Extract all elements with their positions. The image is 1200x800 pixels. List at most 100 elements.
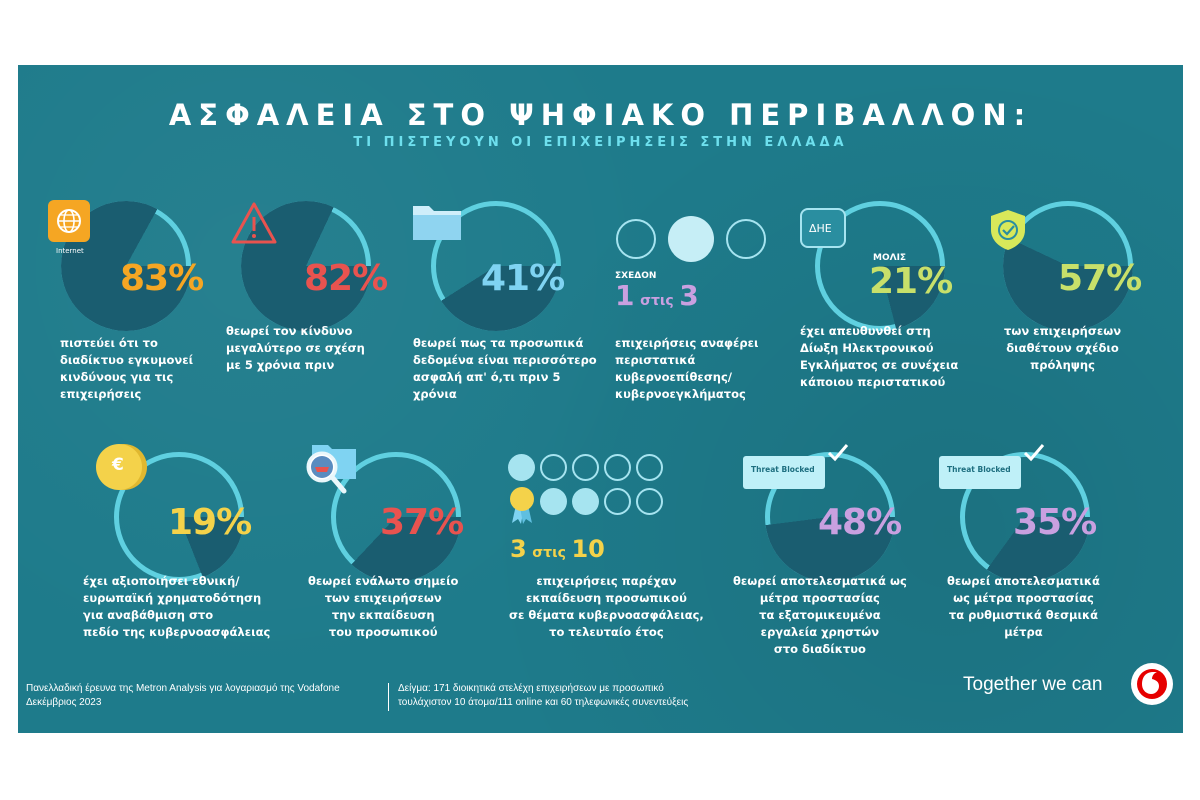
footer-sample-line: τουλάχιστον 10 άτομα/111 online και 60 τ… [398,697,689,708]
stat-caption: θεωρεί αποτελεσματικά ως μέτρα προστασίας… [733,573,907,658]
person-circle [572,454,599,481]
stat-percentage: 41% [481,258,565,299]
icon-label: Threat Blocked [947,465,1011,474]
caption-line: Εγκλήματος σε συνέχεια [800,358,959,372]
stat-caption: θεωρεί αποτελεσματικά ως μέτρα προστασίας… [947,573,1100,641]
check-icon [826,442,850,464]
caption-line: των επιχειρήσεων [324,591,442,605]
footer-source-line: Πανελλαδική έρευνα της Metron Analysis γ… [26,683,340,694]
caption-line: ως μέτρα προστασίας [953,591,1094,605]
people-grid [508,454,678,515]
caption-line: με 5 χρόνια πριν [226,358,335,372]
caption-line: τα εξατομικευμένα [759,608,881,622]
caption-line: των επιχειρήσεων [1004,324,1122,338]
caption-line: περιστατικά [615,353,696,367]
caption-line: διαθέτουν σχέδιο [1006,341,1119,355]
caption-line: θεωρεί αποτελεσματικά [947,574,1100,588]
person-circle [636,488,663,515]
threat-blocked-icon [743,456,825,489]
stat-percentage: 35% [1013,502,1097,543]
stat-prefix: ΜΟΛΙΣ [873,253,907,263]
ratio-word: στις [640,293,674,309]
stat-percentage: 48% [818,502,902,543]
person-circle [726,219,766,259]
threat-blocked-icon [939,456,1021,489]
caption-line: μέτρα προστασίας [759,591,880,605]
folder-icon [409,198,465,244]
warning-icon [229,200,279,246]
caption-line: διαδίκτυο εγκυμονεί [60,353,194,367]
person-circle [572,488,599,515]
stat-caption: επιχειρήσεις αναφέρει περιστατικά κυβερνοε… [615,335,759,403]
person-circle [636,454,663,481]
person-circle [604,488,631,515]
icon-label: € [112,455,124,475]
caption-line: κυβερνοεπίθεσης/ [615,370,732,384]
stat-percentage: 37% [380,502,464,543]
stat-caption: πιστεύει ότι το διαδίκτυο εγκυμονεί κινδύν… [60,335,193,403]
ratio-number: 3 [510,535,527,563]
person-circle [508,454,535,481]
footer-source: Πανελλαδική έρευνα της Metron Analysis γ… [26,682,340,710]
caption-line: Δίωξη Ηλεκτρονικού [800,341,934,355]
vodafone-logo-icon [1130,662,1174,706]
award-ribbon-icon [508,485,536,525]
icon-label: ΔΗΕ [809,222,832,235]
caption-line: εκπαίδευση προσωπικού [525,591,687,605]
person-circle [604,454,631,481]
caption-line: δεδομένα είναι περισσότερο [413,353,597,367]
caption-line: τα ρυθμιστικά θεσμικά [948,608,1099,622]
caption-line: πεδίο της κυβερνοασφάλειας [83,625,271,639]
footer-source-line: Δεκέμβριος 2023 [26,697,102,708]
stat-caption: επιχειρήσεις παρέχαν εκπαίδευση προσωπικο… [509,573,704,641]
caption-line: για αναβάθμιση στο [83,608,214,622]
person-circle [540,454,567,481]
caption-line: στο διαδίκτυο [773,642,866,656]
page-subtitle: ΤΙ ΠΙΣΤΕΥΟΥΝ ΟΙ ΕΠΙΧΕΙΡΗΣΕΙΣ ΣΤΗΝ ΕΛΛΑΔΑ [353,135,848,150]
caption-line: κυβερνοεγκλήματος [615,387,746,401]
caption-line: επιχειρήσεις [60,387,142,401]
footer-sample-line: Δείγμα: 171 διοικητικά στελέχη επιχειρήσ… [398,683,664,694]
person-circle [540,488,567,515]
caption-line: θεωρεί πως τα προσωπικά [413,336,584,350]
caption-line: πρόληψης [1030,358,1095,372]
caption-line: σε θέματα κυβερνοασφάλειας, [509,608,704,622]
stat-caption: θεωρεί ενάλωτο σημείο των επιχειρήσεων την… [308,573,458,641]
person-circle-highlighted [668,216,714,262]
icon-label: Internet [56,247,84,255]
stat-percentage: 19% [168,502,252,543]
caption-line: μεγαλύτερο σε σχέση [226,341,365,355]
caption-line: κινδύνους για τις [60,370,174,384]
caption-line: πιστεύει ότι το [60,336,158,350]
caption-line: ασφαλή απ' ό,τι πριν 5 [413,370,561,384]
caption-line: θεωρεί ενάλωτο σημείο [308,574,459,588]
page-title: ΑΣΦΑΛΕΙΑ ΣΤΟ ΨΗΦΙΑΚΟ ΠΕΡΙΒΑΛΛΟΝ: [168,98,1033,132]
footer-sample: Δείγμα: 171 διοικητικά στελέχη επιχειρήσ… [398,682,688,710]
stat-caption: των επιχειρήσεων διαθέτουν σχέδιο πρόληψης [1004,323,1121,374]
caption-line: έχει απευθυνθεί στη [800,324,931,338]
stat-percentage: 82% [304,258,388,299]
stat-percentage: 21% [869,261,953,302]
ratio-word: στις [532,545,566,561]
stat-prefix: ΣΧΕΔΟΝ [615,271,657,281]
caption-line: θεωρεί αποτελεσματικά ως [733,574,907,588]
magnifier-icon [298,439,362,501]
footer-divider [388,683,389,711]
shield-check-icon [988,208,1028,252]
ratio-number: 3 [679,279,699,312]
check-icon [1022,442,1046,464]
caption-line: επιχειρήσεις παρέχαν [536,574,677,588]
stat-caption: έχει αξιοποιήσει εθνική/ευρωπαϊκή χρηματ… [83,573,270,641]
slogan: Together we can [963,674,1103,695]
caption-line: έχει αξιοποιήσει εθνική/ [83,574,240,588]
ratio-number: 1 [615,279,635,312]
stat-percentage: 83% [120,258,204,299]
stat-caption: θεωρεί πως τα προσωπικά δεδομένα είναι πε… [413,335,597,403]
globe-icon [48,200,90,242]
caption-line: κάποιου περιστατικού [800,375,946,389]
caption-line: την εκπαίδευση [331,608,435,622]
icon-label: Threat Blocked [751,465,815,474]
ratio-text: 3 στις 10 [510,535,605,563]
stat-caption: έχει απευθυνθεί στη Δίωξη Ηλεκτρονικού Εγκ… [800,323,958,391]
ratio-text: 1 στις 3 [615,279,699,312]
